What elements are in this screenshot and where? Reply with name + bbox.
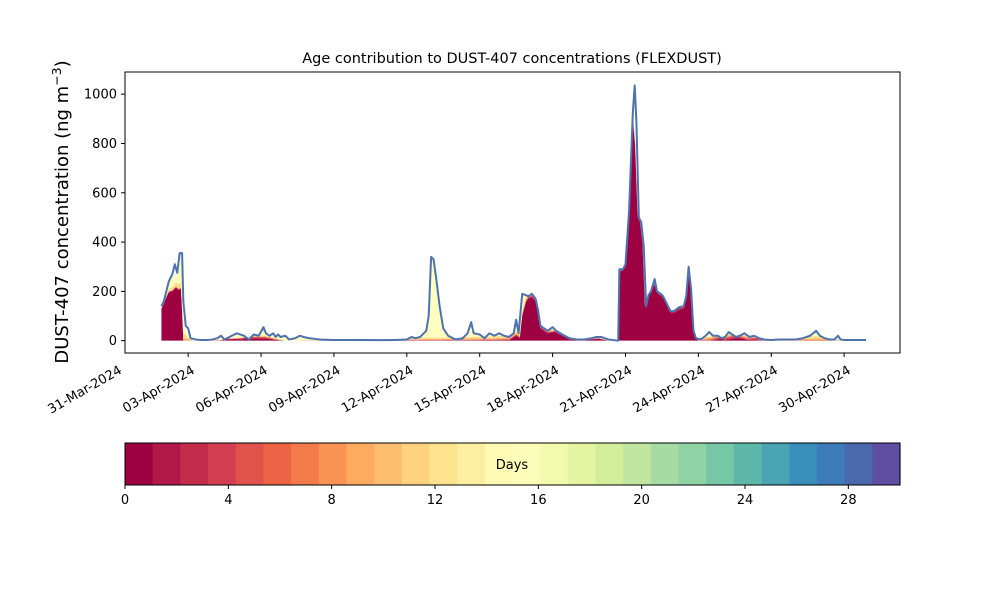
y-axis-label: DUST-407 concentration (ng m−3): [49, 60, 73, 363]
y-tick-label: 0: [109, 334, 117, 349]
colorbar-swatch: [761, 443, 790, 485]
colorbar-ticks: 0 4 8 12 16 20 24 28: [121, 485, 857, 508]
total-concentration-line: [160, 84, 866, 342]
colorbar-swatch: [567, 443, 597, 485]
colorbar-swatch: [346, 443, 375, 485]
x-tick-label: 27-Apr-2024: [704, 363, 781, 416]
colorbar-swatch: [374, 443, 403, 485]
colorbar-swatch: [318, 443, 348, 485]
y-tick-label: 200: [92, 285, 117, 300]
colorbar-swatch: [235, 443, 264, 485]
x-tick-label: 03-Apr-2024: [120, 363, 197, 416]
x-tick-label: 31-Mar-2024: [46, 363, 125, 417]
x-axis: 31-Mar-202403-Apr-202406-Apr-202409-Apr-…: [46, 353, 854, 417]
colorbar-swatch: [180, 443, 209, 485]
colorbar-tick-label: 8: [328, 493, 336, 508]
y-tick-label: 1000: [84, 88, 117, 103]
colorbar-swatch: [540, 443, 569, 485]
colorbar-tick-label: 24: [737, 493, 754, 508]
y-axis-label-exponent: −3: [49, 67, 64, 85]
colorbar-swatch: [208, 443, 237, 485]
colorbar-swatch: [401, 443, 431, 485]
colorbar-frame: [124, 442, 901, 486]
colorbar-swatch: [816, 443, 846, 485]
area-3-5-days: [161, 114, 866, 341]
y-axis-label-main: DUST-407 concentration (ng m: [52, 86, 73, 364]
colorbar-swatch: [706, 443, 735, 485]
colorbar-swatch: [872, 443, 901, 485]
y-axis: 0 200 400 600 800 1000: [84, 88, 125, 349]
y-tick-label: 800: [92, 137, 117, 152]
area-2-3-days: [161, 115, 866, 341]
colorbar-swatch: [789, 443, 818, 485]
x-tick-label: 21-Apr-2024: [558, 363, 635, 416]
colorbar-tick-label: 12: [427, 493, 444, 508]
colorbar-swatch: [152, 443, 181, 485]
colorbar-swatch: [429, 443, 458, 485]
x-tick-label: 18-Apr-2024: [485, 363, 562, 416]
y-tick-label: 400: [92, 236, 117, 251]
area-15-30-days: [161, 113, 866, 341]
colorbar-swatch: [484, 443, 514, 485]
x-tick-label: 24-Apr-2024: [631, 363, 708, 416]
colorbar-swatch: [512, 443, 541, 485]
plot-frame: [124, 71, 901, 354]
colorbar-swatch: [595, 443, 624, 485]
colorbar-swatch: [650, 443, 680, 485]
area-9-15-days: [161, 113, 866, 341]
colorbar-swatch: [263, 443, 292, 485]
colorbar-swatch: [678, 443, 707, 485]
colorbar-swatch: [623, 443, 652, 485]
x-tick-label: 06-Apr-2024: [193, 363, 270, 416]
colorbar: [124, 442, 901, 486]
area-0-1-days: [161, 118, 866, 341]
colorbar-swatch: [291, 443, 320, 485]
colorbar-label: Days: [496, 458, 529, 473]
x-tick-label: 30-Apr-2024: [776, 363, 853, 416]
total-concentration-line-group: [160, 84, 866, 342]
colorbar-swatch: [457, 443, 486, 485]
colorbar-swatch: [125, 443, 154, 485]
area-1-2-days: [161, 116, 866, 341]
colorbar-tick-label: 0: [121, 493, 129, 508]
colorbar-swatch: [844, 443, 873, 485]
stacked-areas: [161, 113, 866, 341]
y-tick-label: 600: [92, 186, 117, 201]
y-axis-label-close: ): [52, 60, 73, 67]
area-30-days: [161, 113, 866, 341]
colorbar-tick-label: 20: [633, 493, 650, 508]
colorbar-swatch: [733, 443, 763, 485]
chart-title: Age contribution to DUST-407 concentrati…: [302, 51, 722, 67]
colorbar-tick-label: 28: [840, 493, 857, 508]
area-5-9-days: [161, 113, 866, 341]
colorbar-tick-label: 16: [530, 493, 547, 508]
x-tick-label: 15-Apr-2024: [412, 363, 489, 416]
x-tick-label: 12-Apr-2024: [339, 363, 416, 416]
x-tick-label: 09-Apr-2024: [266, 363, 343, 416]
colorbar-tick-label: 4: [224, 493, 232, 508]
